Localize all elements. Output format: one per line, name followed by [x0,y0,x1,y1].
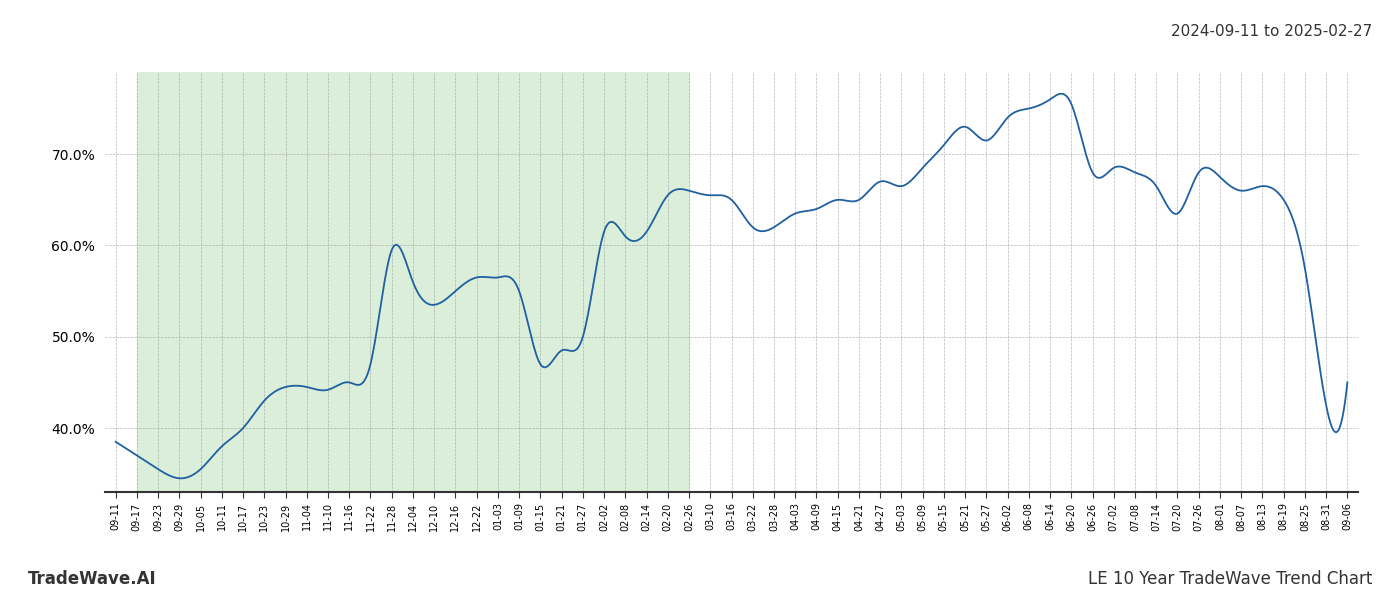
Text: TradeWave.AI: TradeWave.AI [28,570,157,588]
Text: 2024-09-11 to 2025-02-27: 2024-09-11 to 2025-02-27 [1170,24,1372,39]
Text: LE 10 Year TradeWave Trend Chart: LE 10 Year TradeWave Trend Chart [1088,570,1372,588]
Bar [137,72,689,492]
